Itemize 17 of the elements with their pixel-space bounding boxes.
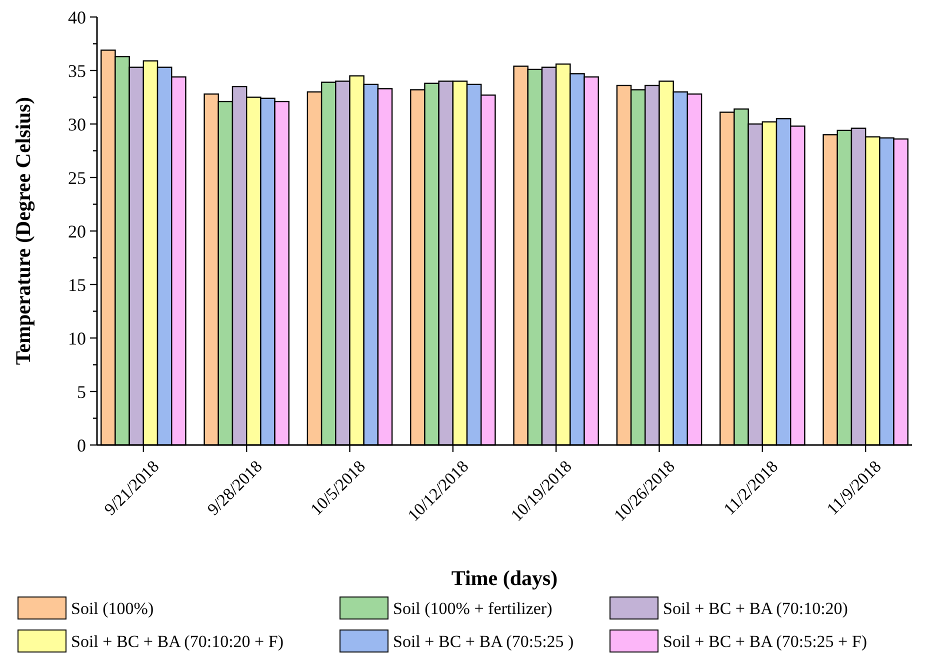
- y-tick-label: 20: [68, 221, 86, 242]
- x-axis-title: Time (days): [451, 566, 558, 590]
- legend-label: Soil + BC + BA (70:10:20): [663, 599, 848, 618]
- legend-label: Soil (100%): [71, 599, 154, 618]
- y-axis-title: Temperature (Degree Celsius): [11, 97, 35, 365]
- y-tick-label: 15: [68, 274, 86, 295]
- y-tick-label: 25: [68, 168, 86, 188]
- y-tick-label: 30: [68, 114, 86, 134]
- legend-label: Soil (100% + fertilizer): [393, 599, 552, 618]
- y-tick-label: 10: [68, 328, 86, 348]
- y-tick-label: 5: [77, 382, 86, 402]
- y-tick-label: 35: [68, 60, 86, 81]
- legend-label: Soil + BC + BA (70:5:25 + F): [663, 632, 867, 651]
- legend-label: Soil + BC + BA (70:5:25 ): [393, 632, 574, 651]
- y-tick-label: 0: [77, 435, 86, 456]
- y-tick-label: 40: [68, 7, 86, 28]
- legend-label: Soil + BC + BA (70:10:20 + F): [71, 632, 284, 651]
